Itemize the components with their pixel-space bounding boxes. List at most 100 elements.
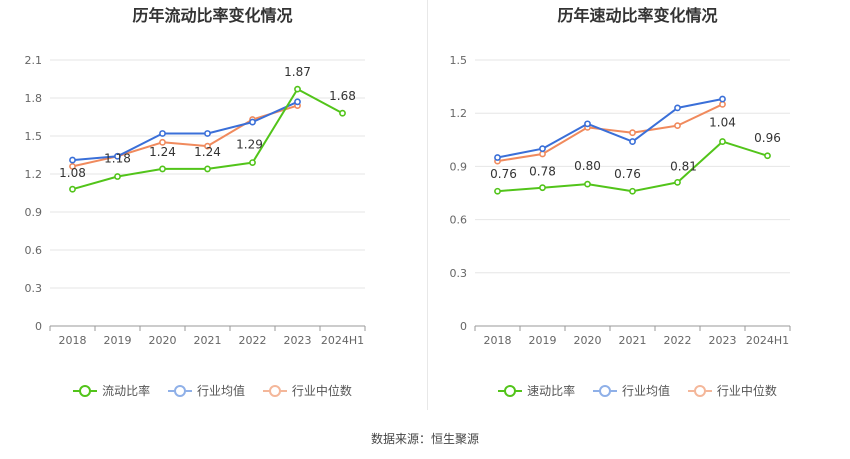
y-tick-label: 0.6 bbox=[25, 244, 43, 257]
legend-item-quick-ratio[interactable]: 速动比率 bbox=[498, 382, 575, 399]
chart-legend: 速动比率 行业均值 行业中位数 bbox=[425, 382, 850, 401]
legend-label: 行业中位数 bbox=[716, 384, 777, 398]
primary-series-point bbox=[204, 165, 211, 173]
chart-title: 历年流动比率变化情况 bbox=[132, 6, 293, 25]
industry-median-series-point bbox=[539, 150, 546, 158]
legend-label: 速动比率 bbox=[527, 384, 576, 398]
legend-label: 行业均值 bbox=[196, 384, 245, 398]
primary-series-point bbox=[69, 185, 76, 193]
x-tick-label: 2019 bbox=[104, 334, 132, 347]
x-tick-label: 2023 bbox=[284, 334, 312, 347]
industry-avg-series-point bbox=[629, 138, 636, 145]
industry-median-series-line bbox=[497, 103, 723, 163]
industry-avg-series-point bbox=[584, 120, 591, 128]
x-tick-label: 2018 bbox=[59, 334, 87, 347]
primary-series-point bbox=[339, 109, 346, 117]
legend-label: 行业均值 bbox=[621, 384, 670, 398]
x-tick-label: 2022 bbox=[239, 334, 267, 347]
y-tick-label: 0.9 bbox=[450, 160, 468, 173]
legend-item-industry-avg[interactable]: 行业均值 bbox=[592, 382, 670, 399]
industry-median-series-point bbox=[719, 100, 726, 108]
primary-series-point bbox=[764, 152, 771, 160]
industry-avg-series-point bbox=[204, 130, 211, 137]
primary-series-point bbox=[494, 187, 501, 195]
x-tick-label: 2022 bbox=[664, 334, 692, 347]
y-tick-label: 1.5 bbox=[25, 130, 43, 143]
primary-series-point bbox=[159, 165, 166, 173]
industry-avg-series-point bbox=[159, 130, 166, 137]
y-tick-label: 0 bbox=[460, 320, 467, 333]
industry-median-series-point bbox=[159, 138, 166, 146]
legend-item-industry-median[interactable]: 行业中位数 bbox=[687, 382, 777, 399]
legend-item-industry-median[interactable]: 行业中位数 bbox=[262, 382, 352, 399]
legend-item-industry-avg[interactable]: 行业均值 bbox=[167, 382, 245, 399]
industry-median-series-point bbox=[629, 129, 636, 137]
data-label: 1.68 bbox=[329, 89, 356, 103]
industry-avg-series-line bbox=[497, 98, 723, 159]
legend-marker-icon bbox=[167, 384, 192, 398]
quick-ratio-chart: 历年速动比率变化情况 0 0.3 0.6 0.9 1.2 1.5 2018 2019 2020 2… bbox=[425, 0, 850, 420]
industry-median-series-line bbox=[72, 104, 298, 168]
data-label: 0.76 bbox=[614, 167, 641, 181]
x-tick-label: 2020 bbox=[574, 334, 602, 347]
data-label: 0.96 bbox=[754, 131, 781, 145]
current-ratio-chart: 历年流动比率变化情况 0 0.3 0.6 0.9 1.2 1.5 1.8 2.1 2018 201… bbox=[0, 0, 425, 420]
chart-legend: 流动比率 行业均值 行业中位数 bbox=[0, 382, 425, 401]
industry-median-series-point bbox=[69, 162, 76, 170]
industry-median-series-point bbox=[674, 122, 681, 130]
industry-median-series-point bbox=[204, 142, 211, 150]
legend-marker-icon bbox=[498, 384, 523, 398]
y-tick-label: 1.2 bbox=[450, 107, 468, 120]
primary-series-point bbox=[249, 159, 256, 166]
y-tick-label: 0.9 bbox=[25, 206, 43, 219]
primary-series-point bbox=[584, 180, 591, 188]
y-tick-label: 1.5 bbox=[450, 54, 468, 67]
legend-marker-icon bbox=[687, 384, 712, 398]
industry-avg-series-point bbox=[539, 145, 546, 153]
primary-series-point bbox=[674, 178, 681, 186]
legend-label: 流动比率 bbox=[102, 384, 151, 398]
y-tick-label: 0.3 bbox=[450, 267, 468, 280]
panel-divider bbox=[427, 0, 428, 410]
data-label: 0.81 bbox=[670, 159, 697, 173]
industry-avg-series-point bbox=[674, 104, 681, 112]
industry-avg-series-point bbox=[249, 118, 256, 126]
x-tick-label: 2021 bbox=[194, 334, 222, 347]
data-label: 1.24 bbox=[149, 145, 176, 159]
x-tick-label: 2020 bbox=[149, 334, 177, 347]
industry-avg-series-line bbox=[72, 100, 298, 162]
data-label: 0.80 bbox=[574, 159, 601, 173]
industry-avg-series-point bbox=[294, 98, 301, 106]
data-label: 1.18 bbox=[104, 152, 131, 166]
primary-series-point bbox=[294, 85, 301, 93]
y-tick-label: 2.1 bbox=[25, 54, 43, 67]
data-label: 1.04 bbox=[709, 116, 736, 130]
y-tick-label: 0.3 bbox=[25, 282, 43, 295]
legend-marker-icon bbox=[592, 384, 617, 398]
industry-avg-series-point bbox=[719, 95, 726, 103]
y-tick-label: 1.2 bbox=[25, 168, 43, 181]
data-label: 1.24 bbox=[194, 145, 221, 159]
primary-series-point bbox=[114, 173, 121, 180]
chart-title: 历年速动比率变化情况 bbox=[557, 6, 718, 25]
primary-series-point bbox=[719, 138, 726, 145]
x-tick-label: 2019 bbox=[529, 334, 557, 347]
y-tick-label: 1.8 bbox=[25, 92, 43, 105]
x-tick-label: 2023 bbox=[709, 334, 737, 347]
quick-ratio-plot: 0 0.3 0.6 0.9 1.2 1.5 2018 2019 2020 2021 2022 2023… bbox=[450, 54, 791, 347]
data-source-note: 数据来源：恒生聚源 bbox=[370, 432, 479, 446]
data-label: 0.76 bbox=[490, 167, 517, 181]
x-tick-label: 2024H1 bbox=[321, 334, 364, 347]
legend-item-current-ratio[interactable]: 流动比率 bbox=[73, 382, 150, 399]
legend-marker-icon bbox=[73, 384, 98, 398]
legend-marker-icon bbox=[262, 384, 287, 398]
primary-series-point bbox=[629, 187, 636, 195]
data-label: 0.78 bbox=[529, 165, 556, 179]
y-tick-label: 0 bbox=[35, 320, 42, 333]
x-tick-label: 2021 bbox=[619, 334, 647, 347]
legend-label: 行业中位数 bbox=[291, 384, 352, 398]
data-label: 1.87 bbox=[284, 65, 311, 79]
data-label: 1.08 bbox=[59, 166, 86, 180]
industry-avg-series-point bbox=[69, 156, 76, 164]
y-tick-label: 0.6 bbox=[450, 214, 468, 227]
